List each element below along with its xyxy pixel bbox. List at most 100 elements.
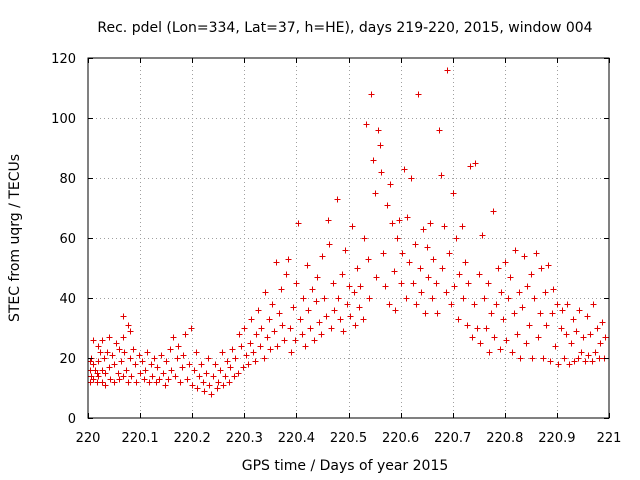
data-point (399, 250, 406, 257)
data-point (283, 271, 290, 278)
data-point (287, 325, 294, 332)
data-point (125, 322, 132, 329)
data-point (206, 382, 213, 389)
data-point (266, 316, 273, 323)
data-point (554, 301, 561, 308)
data-point (115, 370, 122, 377)
y-tick-label: 80 (59, 172, 76, 187)
data-point (201, 388, 208, 395)
data-point (274, 343, 281, 350)
data-point (113, 340, 120, 347)
data-point (118, 358, 125, 365)
data-point (305, 307, 312, 314)
data-point (373, 274, 380, 281)
x-tick-label: 220.5 (330, 431, 367, 446)
data-point (453, 235, 460, 242)
x-tick-labels: 220 220.1 220.2 220.3 220.4 220.5 220.6 220.7 22… (76, 431, 622, 446)
data-point (488, 310, 495, 317)
data-point (467, 163, 474, 170)
data-point (130, 346, 137, 353)
data-point (357, 283, 364, 290)
data-point (273, 259, 280, 266)
data-point (227, 364, 234, 371)
data-point (384, 202, 391, 209)
data-point (167, 346, 174, 353)
data-point (146, 379, 153, 386)
data-point (365, 256, 372, 263)
data-point (224, 358, 231, 365)
data-point (585, 352, 592, 359)
data-point (120, 373, 127, 380)
data-point (293, 280, 300, 287)
data-point (543, 322, 550, 329)
data-point (235, 370, 242, 377)
data-point (417, 265, 424, 272)
data-point (321, 295, 328, 302)
data-point (220, 382, 227, 389)
data-point (194, 385, 201, 392)
data-point (498, 289, 505, 296)
data-point (163, 358, 170, 365)
data-point (111, 361, 118, 368)
data-point (281, 337, 288, 344)
data-point (352, 322, 359, 329)
data-point (253, 331, 260, 338)
data-point (123, 367, 130, 374)
data-point (258, 325, 265, 332)
data-point (179, 364, 186, 371)
data-point (136, 352, 143, 359)
data-point (250, 349, 257, 356)
data-point (599, 319, 606, 326)
data-point (334, 196, 341, 203)
data-point (529, 355, 536, 362)
data-point (418, 289, 425, 296)
data-point (441, 223, 448, 230)
data-point (537, 310, 544, 317)
data-point (243, 352, 250, 359)
x-tick-label: 220.2 (174, 431, 211, 446)
data-point (372, 190, 379, 197)
data-point (412, 241, 419, 248)
data-point (538, 265, 545, 272)
data-point (528, 271, 535, 278)
data-point (356, 304, 363, 311)
data-point (331, 307, 338, 314)
data-point (188, 325, 195, 332)
data-point (552, 343, 559, 350)
data-point (471, 301, 478, 308)
data-point (582, 358, 589, 365)
data-point (137, 370, 144, 377)
data-point (151, 355, 158, 362)
data-point (106, 334, 113, 341)
data-point (297, 316, 304, 323)
data-point (142, 367, 149, 374)
data-point (127, 328, 134, 335)
data-point (180, 352, 187, 359)
data-point (524, 283, 531, 290)
x-tick-label: 220.7 (434, 431, 471, 446)
data-point (375, 127, 382, 134)
data-point (360, 316, 367, 323)
data-point (288, 349, 295, 356)
data-point (558, 325, 565, 332)
data-point (335, 295, 342, 302)
data-point (521, 253, 528, 260)
data-point (490, 208, 497, 215)
data-point (325, 217, 332, 224)
y-tick-labels: 0 20 40 60 80 100 120 (51, 52, 76, 427)
data-point (444, 67, 451, 74)
data-point (144, 349, 151, 356)
data-point (125, 379, 132, 386)
data-point (540, 355, 547, 362)
data-point (505, 295, 512, 302)
data-point (516, 289, 523, 296)
data-point (231, 373, 238, 380)
data-point (316, 319, 323, 326)
data-point (269, 301, 276, 308)
data-point (162, 382, 169, 389)
data-point (491, 334, 498, 341)
data-point (120, 334, 127, 341)
data-point (214, 385, 221, 392)
data-point (459, 223, 466, 230)
data-point (241, 325, 248, 332)
